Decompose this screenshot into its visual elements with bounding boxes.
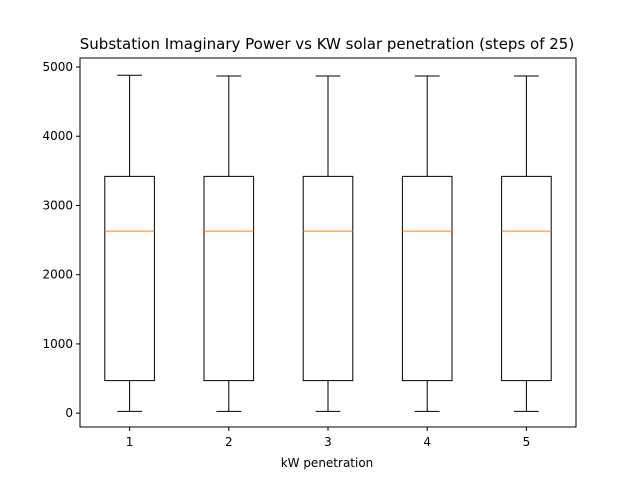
- box-4: [401, 75, 453, 412]
- box-group: [104, 74, 552, 412]
- x-tick-label: 3: [324, 435, 332, 449]
- x-tick-label: 5: [523, 435, 531, 449]
- y-tick-label: 1000: [42, 337, 73, 351]
- y-axis-ticks: 0 1000 2000 3000 4000 5000: [42, 60, 80, 420]
- x-axis-label: kW penetration: [281, 456, 374, 470]
- x-tick-label: 1: [126, 435, 134, 449]
- y-tick-label: 5000: [42, 60, 73, 74]
- chart-title: Substation Imaginary Power vs KW solar p…: [80, 35, 574, 53]
- x-tick-label: 2: [225, 435, 233, 449]
- box-body: [501, 175, 552, 382]
- y-tick-label: 4000: [42, 129, 73, 143]
- y-tick-label: 3000: [42, 198, 73, 212]
- box-body: [104, 175, 155, 382]
- x-axis-ticks: 1 2 3 4 5: [126, 427, 530, 449]
- y-tick-label: 0: [65, 406, 73, 420]
- box-3: [302, 75, 354, 412]
- box-2: [203, 75, 255, 412]
- box-5: [501, 75, 552, 412]
- axes-frame: [79, 57, 577, 428]
- box-1: [104, 74, 155, 412]
- box-body: [302, 175, 354, 382]
- x-tick-label: 4: [423, 435, 431, 449]
- box-body: [401, 175, 453, 382]
- box-body: [203, 175, 255, 382]
- y-tick-label: 2000: [42, 268, 73, 282]
